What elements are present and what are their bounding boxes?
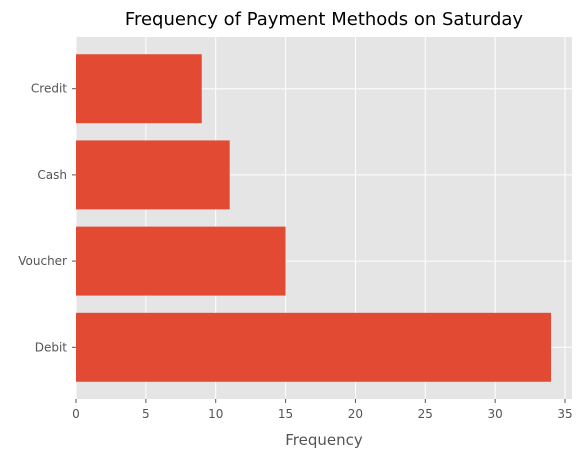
x-tick-label: 15 (278, 407, 293, 421)
bar-credit (76, 54, 202, 124)
y-tick-label: Credit (31, 82, 67, 96)
bar-debit (76, 312, 552, 382)
x-tick-label: 20 (348, 407, 363, 421)
x-tick-label: 35 (557, 407, 572, 421)
bars (76, 54, 552, 382)
x-tick-label: 5 (142, 407, 150, 421)
bar-cash (76, 140, 230, 210)
y-axis-ticks: Debit Voucher Cash Credit (18, 82, 76, 354)
x-tick-label: 10 (208, 407, 223, 421)
x-axis-ticks: 0 5 10 15 20 25 30 35 (72, 399, 573, 421)
y-tick-label: Voucher (18, 254, 67, 268)
chart-title: Frequency of Payment Methods on Saturday (125, 9, 524, 30)
x-tick-label: 25 (418, 407, 433, 421)
x-tick-label: 0 (72, 407, 80, 421)
y-tick-label: Debit (35, 340, 68, 354)
x-tick-label: 30 (488, 407, 503, 421)
y-tick-label: Cash (37, 168, 67, 182)
bar-voucher (76, 226, 286, 296)
x-axis-title: Frequency (285, 431, 363, 449)
